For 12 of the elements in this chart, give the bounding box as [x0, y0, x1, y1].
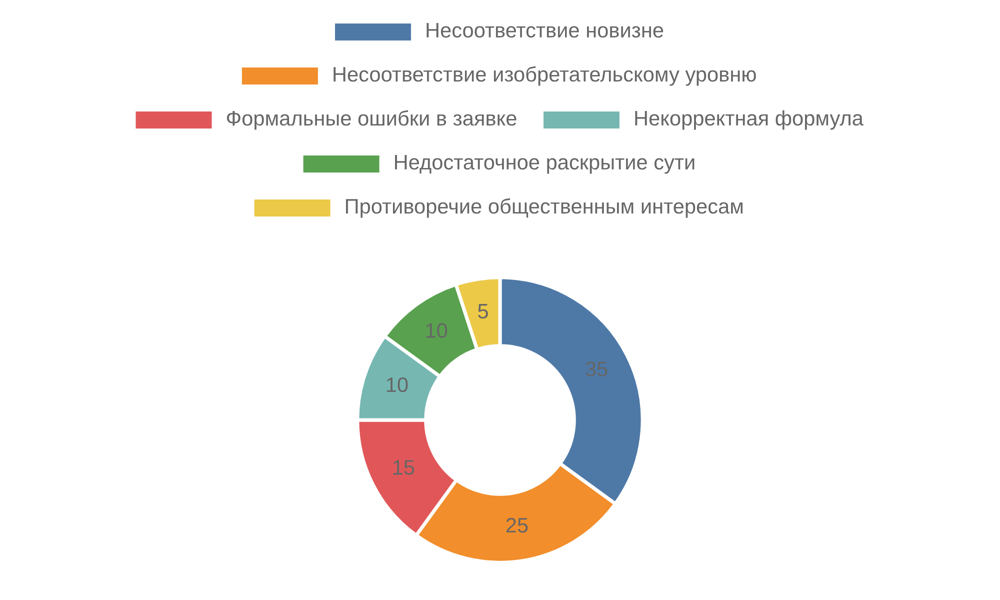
- legend-label: Противоречие общественным интересам: [346, 198, 743, 218]
- data-label: 5: [478, 304, 488, 319]
- data-label: 10: [386, 377, 408, 392]
- legend-label: Несоответствие изобретательскому уровню: [334, 66, 756, 86]
- data-label: 25: [506, 518, 528, 533]
- legend-label: Формальные ошибки в заявке: [226, 110, 516, 130]
- legend-label: Несоответствие новизне: [426, 23, 664, 38]
- legend-label: Недостаточное раскрытие сути: [395, 155, 694, 174]
- data-label: 35: [586, 362, 608, 376]
- data-label: 15: [393, 460, 414, 475]
- legend-label: Некорректная формула: [635, 110, 864, 130]
- data-label: 10: [426, 323, 448, 338]
